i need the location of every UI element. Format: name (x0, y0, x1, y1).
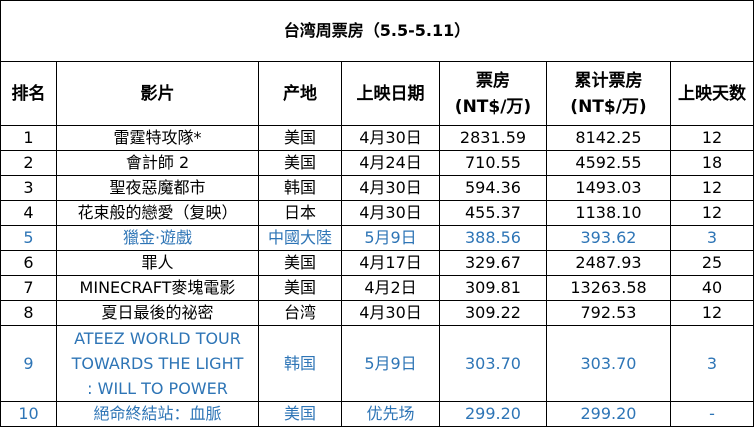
gross-cell: 329.67 (439, 250, 547, 276)
film-cell: 獵金·遊戲 (56, 225, 259, 251)
table-row-highlighted: 9 ATEEZ WORLD TOUR TOWARDS THE LIGHT : W… (0, 325, 754, 402)
table-row: 4 花束般的戀愛（复映） 日本 4月30日 455.37 1138.10 12 (0, 200, 754, 226)
days-cell: 3 (670, 325, 754, 402)
total-cell: 1138.10 (546, 200, 671, 226)
header-total-line1: 累计票房 (574, 70, 643, 91)
gross-cell: 309.81 (439, 275, 547, 301)
days-cell: 12 (670, 300, 754, 326)
header-film: 影片 (56, 61, 259, 126)
header-gross-line2: (NT$/万) (454, 96, 532, 117)
release-cell: 5月9日 (341, 325, 440, 402)
release-cell: 4月30日 (341, 125, 440, 151)
film-cell: 罪人 (56, 250, 259, 276)
origin-cell: 美国 (258, 275, 342, 301)
header-origin: 产地 (258, 61, 342, 126)
total-cell: 299.20 (546, 401, 671, 427)
release-cell: 4月30日 (341, 175, 440, 201)
release-cell: 4月2日 (341, 275, 440, 301)
total-cell: 13263.58 (546, 275, 671, 301)
header-total-gross: 累计票房 (NT$/万) (546, 61, 671, 126)
rank-cell: 2 (0, 150, 57, 176)
film-line: TOWARDS THE LIGHT (71, 354, 244, 373)
release-cell: 5月9日 (341, 225, 440, 251)
gross-cell: 2831.59 (439, 125, 547, 151)
origin-cell: 美国 (258, 125, 342, 151)
film-line: ATEEZ WORLD TOUR (74, 329, 241, 348)
origin-cell: 美国 (258, 150, 342, 176)
release-cell: 优先场 (341, 401, 440, 427)
origin-cell: 台湾 (258, 300, 342, 326)
film-line: : WILL TO POWER (87, 379, 228, 398)
rank-cell: 7 (0, 275, 57, 301)
origin-cell: 日本 (258, 200, 342, 226)
origin-cell: 中國大陸 (258, 225, 342, 251)
release-cell: 4月24日 (341, 150, 440, 176)
total-cell: 1493.03 (546, 175, 671, 201)
header-rank: 排名 (0, 61, 57, 126)
gross-cell: 710.55 (439, 150, 547, 176)
total-cell: 8142.25 (546, 125, 671, 151)
header-release-date: 上映日期 (341, 61, 440, 126)
days-cell: 12 (670, 175, 754, 201)
days-cell: 3 (670, 225, 754, 251)
table-row: 8 夏日最後的祕密 台湾 4月30日 309.22 792.53 12 (0, 300, 754, 326)
days-cell: 40 (670, 275, 754, 301)
table-row-highlighted: 5 獵金·遊戲 中國大陸 5月9日 388.56 393.62 3 (0, 225, 754, 251)
release-cell: 4月30日 (341, 200, 440, 226)
origin-cell: 韩国 (258, 175, 342, 201)
origin-cell: 美国 (258, 250, 342, 276)
rank-cell: 10 (0, 401, 57, 427)
header-row: 排名 影片 产地 上映日期 票房 (NT$/万) 累计票房 (NT$/万) 上映… (0, 61, 754, 126)
film-cell: 會計師 2 (56, 150, 259, 176)
rank-cell: 8 (0, 300, 57, 326)
total-cell: 792.53 (546, 300, 671, 326)
origin-cell: 美国 (258, 401, 342, 427)
rank-cell: 9 (0, 325, 57, 402)
release-cell: 4月17日 (341, 250, 440, 276)
gross-cell: 309.22 (439, 300, 547, 326)
table-row: 3 聖夜惡魔都市 韩国 4月30日 594.36 1493.03 12 (0, 175, 754, 201)
total-cell: 2487.93 (546, 250, 671, 276)
table-title: 台湾周票房（5.5-5.11） (0, 0, 754, 62)
table-row: 1 雷霆特攻隊* 美国 4月30日 2831.59 8142.25 12 (0, 125, 754, 151)
box-office-table: 台湾周票房（5.5-5.11） 排名 影片 产地 上映日期 票房 (NT$/万)… (0, 0, 754, 427)
table-row: 6 罪人 美国 4月17日 329.67 2487.93 25 (0, 250, 754, 276)
film-cell: 花束般的戀愛（复映） (56, 200, 259, 226)
release-cell: 4月30日 (341, 300, 440, 326)
table-row: 7 MINECRAFT麥塊電影 美国 4月2日 309.81 13263.58 … (0, 275, 754, 301)
days-cell: 25 (670, 250, 754, 276)
gross-cell: 594.36 (439, 175, 547, 201)
title-row: 台湾周票房（5.5-5.11） (0, 0, 754, 62)
rank-cell: 5 (0, 225, 57, 251)
days-cell: 12 (670, 200, 754, 226)
table-row-highlighted: 10 絕命終結站：血脈 美国 优先场 299.20 299.20 - (0, 401, 754, 427)
film-cell: 絕命終結站：血脈 (56, 401, 259, 427)
days-cell: 18 (670, 150, 754, 176)
total-cell: 303.70 (546, 325, 671, 402)
total-cell: 393.62 (546, 225, 671, 251)
gross-cell: 388.56 (439, 225, 547, 251)
film-cell: 夏日最後的祕密 (56, 300, 259, 326)
table-row: 2 會計師 2 美国 4月24日 710.55 4592.55 18 (0, 150, 754, 176)
rank-cell: 4 (0, 200, 57, 226)
total-cell: 4592.55 (546, 150, 671, 176)
header-gross-line1: 票房 (476, 70, 510, 91)
days-cell: 12 (670, 125, 754, 151)
film-cell: MINECRAFT麥塊電影 (56, 275, 259, 301)
gross-cell: 299.20 (439, 401, 547, 427)
origin-cell: 韩国 (258, 325, 342, 402)
header-gross: 票房 (NT$/万) (439, 61, 547, 126)
rank-cell: 6 (0, 250, 57, 276)
days-cell: - (670, 401, 754, 427)
film-cell: 雷霆特攻隊* (56, 125, 259, 151)
rank-cell: 1 (0, 125, 57, 151)
header-days: 上映天数 (670, 61, 754, 126)
header-total-line2: (NT$/万) (570, 96, 647, 117)
gross-cell: 303.70 (439, 325, 547, 402)
rank-cell: 3 (0, 175, 57, 201)
film-cell: ATEEZ WORLD TOUR TOWARDS THE LIGHT : WIL… (56, 325, 259, 402)
gross-cell: 455.37 (439, 200, 547, 226)
film-cell: 聖夜惡魔都市 (56, 175, 259, 201)
